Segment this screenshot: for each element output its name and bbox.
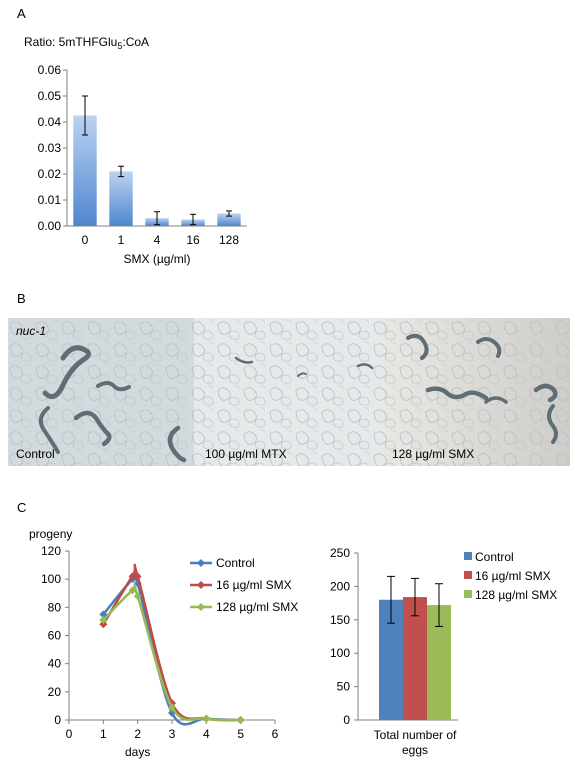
chart-c1-marker (168, 703, 176, 712)
chart-a-x-tick-label: 128 (219, 233, 239, 247)
chart-a-x-tick-label: 16 (186, 233, 200, 247)
photo-label-mtx: 100 µg/ml MTX (205, 447, 287, 461)
chart-c1-y-tick-label: 60 (48, 629, 62, 643)
chart-c1-y-tick-label: 0 (54, 713, 61, 727)
chart-c2-bar (403, 597, 427, 720)
chart-c1-x-tick-label: 4 (203, 727, 210, 741)
chart-a-bar (217, 213, 241, 226)
chart-c2-y-tick-label: 250 (330, 546, 350, 560)
chart-c2-x-tick-label-cont: eggs (402, 743, 428, 757)
worm-micrograph (8, 318, 570, 466)
worm-shapes (38, 333, 558, 463)
chart-c1-legend-label: Control (216, 556, 255, 570)
chart-c1-x-tick-label: 5 (237, 727, 244, 741)
chart-c2-legend-label: 128 µg/ml SMX (475, 588, 557, 602)
chart-a-svg: Ratio: 5mTHFGlu5:CoA0.000.010.020.030.04… (24, 35, 247, 266)
chart-c1-x-label: days (125, 745, 150, 759)
chart-c1-marker (99, 620, 108, 629)
chart-c1-marker (128, 572, 137, 581)
chart-c1-y-tick-label: 80 (48, 600, 62, 614)
chart-c1-legend-marker (197, 581, 205, 589)
chart-c2-x-tick-label: Total number of (374, 728, 457, 742)
chart-c1-y-tick-label: 100 (41, 572, 61, 586)
chart-c2-legend-swatch (464, 590, 472, 598)
chart-a-y-tick-label: 0.04 (38, 115, 62, 129)
chart-c2-y-tick-label: 50 (337, 680, 351, 694)
panel-letter-c: C (17, 500, 27, 515)
chart-c1-x-tick-label: 2 (134, 727, 141, 741)
chart-a-bar (73, 115, 97, 226)
chart-c1-marker (99, 616, 108, 625)
chart-a-x-tick-label: 1 (118, 233, 125, 247)
chart-c1-x-tick-label: 3 (169, 727, 176, 741)
chart-c1-y-tick-label: 40 (48, 657, 62, 671)
chart-a-y-tick-label: 0.03 (38, 141, 62, 155)
chart-c1-y-tick-label: 120 (41, 544, 61, 558)
chart-c1-marker (202, 714, 211, 723)
chart-c1-marker (128, 586, 137, 595)
chart-c2-legend-swatch (464, 552, 472, 560)
panel-letter-b: B (17, 291, 26, 306)
chart-a-y-tick-label: 0.01 (38, 193, 62, 207)
chart-a-x-tick-label: 4 (154, 233, 161, 247)
chart-c1-marker (133, 592, 142, 601)
chart-c1-legend-marker (197, 603, 205, 611)
chart-c2-y-tick-label: 0 (343, 713, 350, 727)
chart-a-y-tick-label: 0.00 (38, 219, 62, 233)
chart-c1-marker (133, 572, 142, 581)
chart-c2-y-tick-label: 200 (330, 579, 350, 593)
chart-c1-legend-label: 16 µg/ml SMX (216, 578, 292, 592)
chart-a-y-tick-label: 0.05 (38, 89, 62, 103)
chart-c1-x-tick-label: 6 (272, 727, 279, 741)
chart-c1-marker (236, 716, 245, 724)
chart-c1-legend-marker (197, 559, 205, 567)
chart-c1-x-tick-label: 1 (100, 727, 107, 741)
chart-c1-y-tick-label: 20 (48, 685, 62, 699)
photo-label-smx: 128 µg/ml SMX (392, 447, 475, 461)
chart-a-x-label: SMX (µg/ml) (124, 252, 191, 266)
chart-c2-y-tick-label: 150 (330, 613, 350, 627)
chart-c2-legend-label: Control (475, 550, 514, 564)
chart-c1-x-tick-label: 0 (66, 727, 73, 741)
panel-letter-a: A (17, 6, 26, 21)
chart-c2-legend-label: 16 µg/ml SMX (475, 569, 551, 583)
chart-a-y-tick-label: 0.06 (38, 63, 62, 77)
chart-c2-legend-swatch (464, 571, 472, 579)
photo-label-control: Control (16, 447, 55, 461)
chart-a-bar (109, 171, 133, 226)
chart-a-x-tick-label: 0 (82, 233, 89, 247)
strain-label: nuc-1 (16, 324, 47, 338)
chart-c2-y-tick-label: 100 (330, 646, 350, 660)
chart-a-y-tick-label: 0.02 (38, 167, 62, 181)
chart-c1-y-label: progeny (29, 527, 72, 541)
chart-c1-legend-label: 128 µg/ml SMX (216, 600, 298, 614)
